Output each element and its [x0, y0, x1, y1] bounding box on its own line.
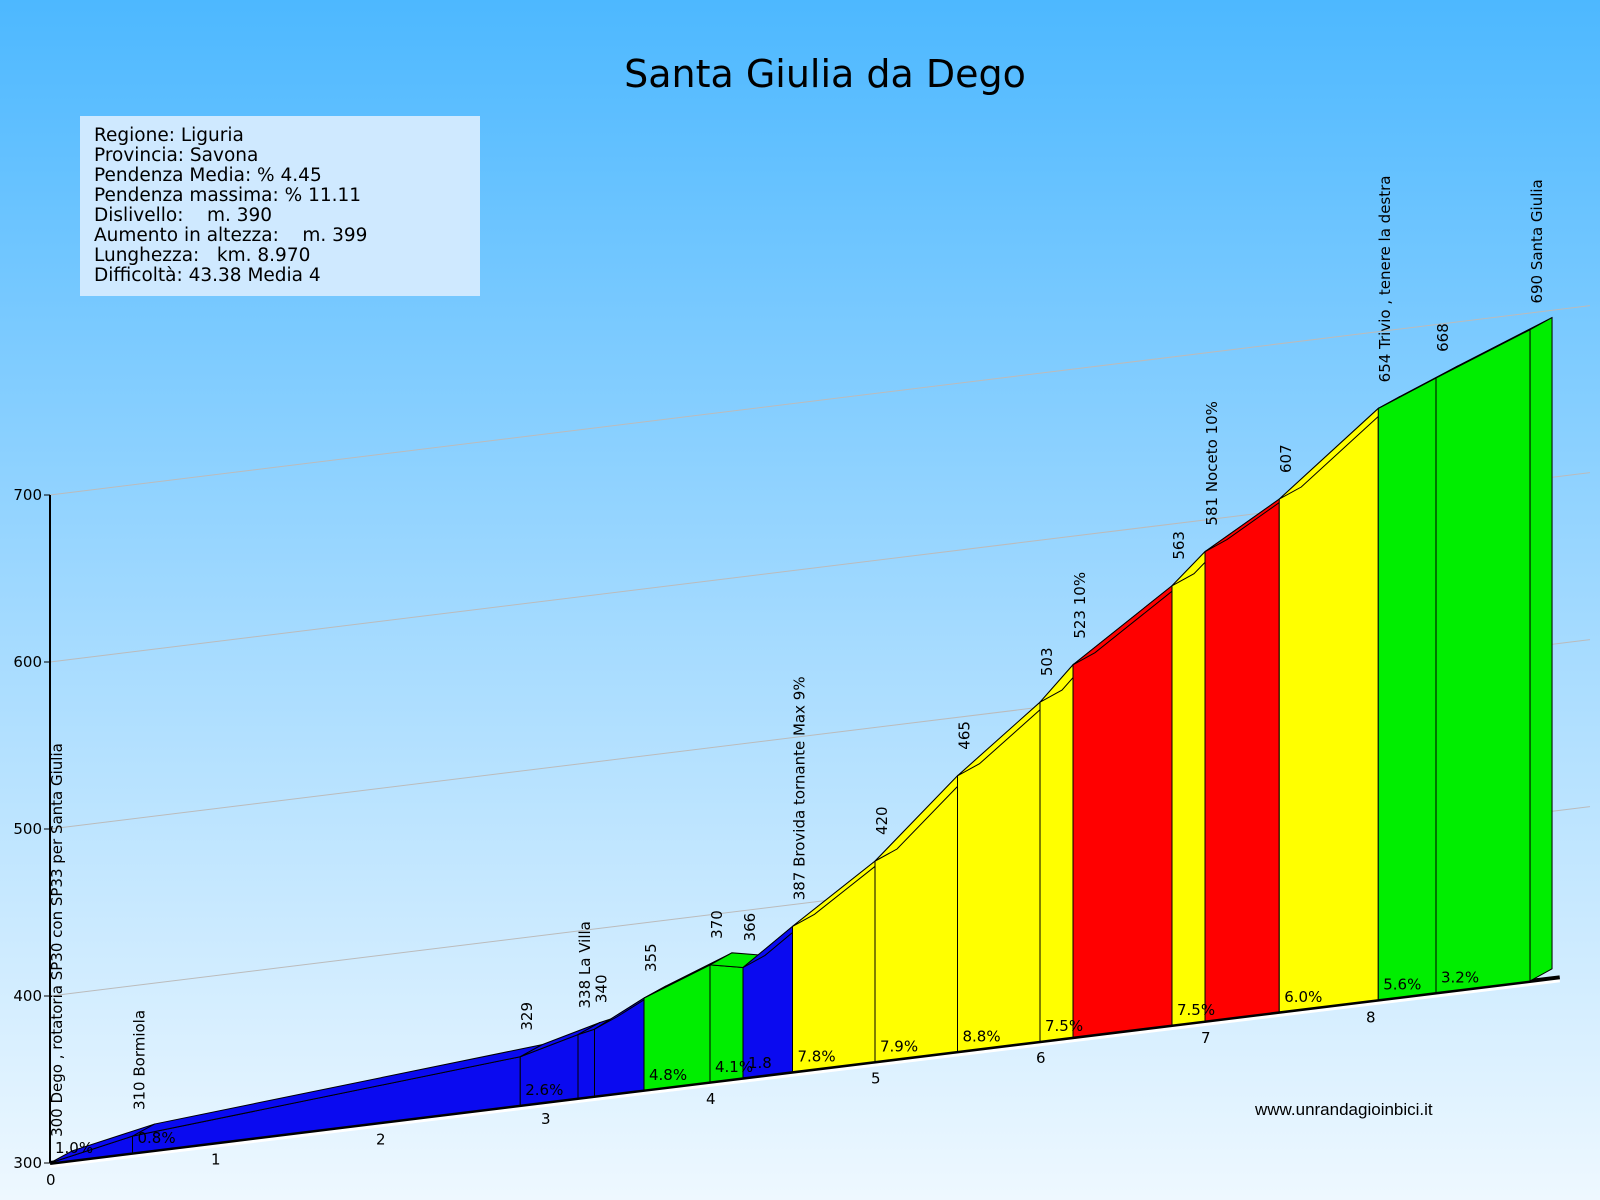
y-tick-label-400: 400 — [13, 987, 42, 1005]
y-tick-label-500: 500 — [13, 820, 42, 838]
profile-segment-16 — [1377, 377, 1437, 1001]
profile-segment-14 — [1204, 498, 1280, 1022]
x-tick-label-1: 1 — [211, 1151, 221, 1169]
grade-label-9: 7.9% — [880, 1038, 918, 1056]
profile-segment-17 — [1435, 328, 1531, 994]
info-box: Regione: Liguria Provincia: Savona Pende… — [80, 116, 480, 296]
info-aumento: Aumento in altezza: m. 399 — [94, 225, 368, 246]
grade-label-1: 0.8% — [138, 1129, 176, 1147]
y-tick-label-600: 600 — [13, 653, 42, 671]
grade-label-13: 7.5% — [1177, 1001, 1215, 1019]
point-label-10: 465 — [956, 721, 974, 750]
grade-label-8: 7.8% — [798, 1048, 836, 1066]
point-label-0: 300 Dego , rotatoria SP30 con SP33 per S… — [48, 743, 66, 1137]
x-tick-label-8: 8 — [1366, 1009, 1376, 1027]
grade-label-11: 7.5% — [1045, 1017, 1083, 1035]
point-label-3: 338 La Villa — [576, 921, 594, 1008]
point-label-1: 310 Bormiola — [131, 1010, 149, 1110]
point-label-18: 690 Santa Giulia — [1528, 179, 1546, 303]
info-pendenza-media: Pendenza Media: % 4.45 — [94, 165, 322, 186]
point-label-16: 654 Trivio , tenere la destra — [1376, 176, 1394, 383]
point-label-17: 668 — [1434, 323, 1452, 352]
point-label-14: 581 Noceto 10% — [1203, 401, 1221, 525]
point-label-4: 340 — [593, 974, 611, 1003]
point-label-5: 355 — [642, 943, 660, 972]
point-label-6: 370 — [708, 910, 726, 939]
baseline-shadow — [49, 978, 1560, 1168]
point-label-9: 420 — [873, 806, 891, 835]
grade-label-0: 1.0% — [55, 1139, 93, 1157]
point-label-7: 366 — [741, 913, 759, 942]
point-label-13: 563 — [1170, 531, 1188, 560]
website-link[interactable]: www.unrandagioinbici.it — [1255, 1100, 1433, 1119]
point-label-12: 523 10% — [1071, 572, 1089, 639]
x-tick-label-3: 3 — [541, 1110, 551, 1128]
profile-segment-13 — [1171, 550, 1206, 1026]
point-label-8: 387 Brovida tornante Max 9% — [791, 676, 809, 900]
chart-title: Santa Giulia da Dego — [624, 52, 1026, 96]
y-tick-label-700: 700 — [13, 486, 42, 504]
grade-label-15: 6.0% — [1284, 988, 1322, 1006]
point-label-11: 503 — [1038, 647, 1056, 676]
x-tick-label-0: 0 — [46, 1171, 56, 1189]
profile-segment-15 — [1278, 407, 1379, 1013]
point-label-15: 607 — [1277, 444, 1295, 473]
x-tick-label-4: 4 — [706, 1090, 716, 1108]
grid-line-700 — [49, 305, 1591, 496]
grade-label-2: 2.6% — [525, 1081, 563, 1099]
y-tick-label-300: 300 — [13, 1154, 42, 1172]
profile-segment-3 — [577, 1028, 595, 1099]
info-regione: Regione: Liguria — [94, 125, 244, 146]
point-label-2: 329 — [518, 1002, 536, 1031]
x-tick-label-6: 6 — [1036, 1049, 1046, 1067]
info-provincia: Provincia: Savona — [94, 145, 259, 166]
grade-label-16: 5.6% — [1383, 976, 1421, 994]
x-tick-label-7: 7 — [1201, 1029, 1211, 1047]
info-pendenza-massima: Pendenza massima: % 11.11 — [94, 185, 362, 206]
x-tick-label-2: 2 — [376, 1130, 386, 1148]
grade-label-17: 3.2% — [1441, 969, 1479, 987]
info-dislivello: Dislivello: m. 390 — [94, 205, 273, 226]
grade-label-7: 1.8 — [748, 1054, 772, 1072]
info-difficolta: Difficoltà: 43.38 Media 4 — [94, 265, 321, 286]
profile-end-cap — [1529, 316, 1553, 982]
profile-segment-11 — [1039, 663, 1074, 1042]
x-tick-label-5: 5 — [871, 1070, 881, 1088]
grade-label-10: 8.8% — [963, 1027, 1001, 1045]
grade-label-6: 4.1% — [715, 1058, 753, 1076]
grade-label-5: 4.8% — [649, 1066, 687, 1084]
info-lunghezza: Lunghezza: km. 8.970 — [94, 245, 311, 266]
